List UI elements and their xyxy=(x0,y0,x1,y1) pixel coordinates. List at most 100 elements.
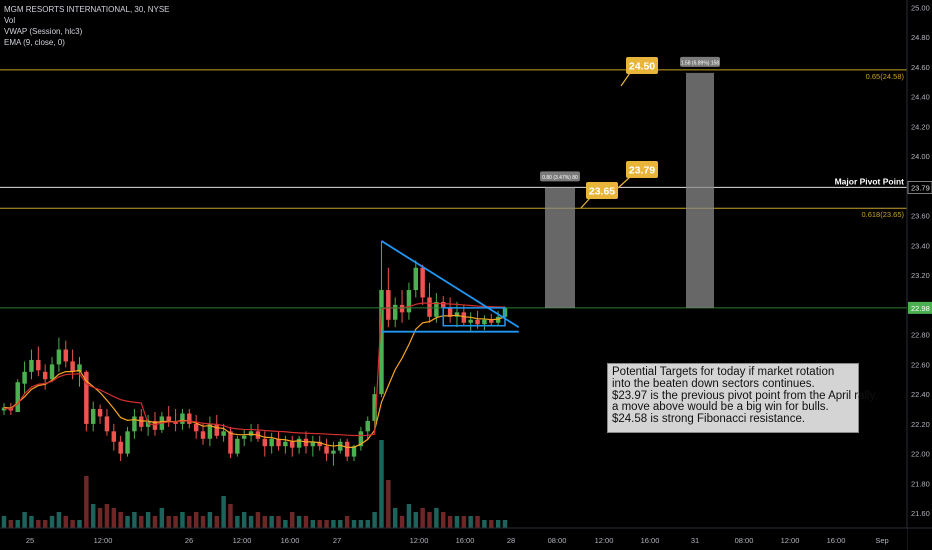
price-tick: 21.60 xyxy=(911,509,930,518)
level-label: Major Pivot Point xyxy=(835,176,905,186)
volume-bar xyxy=(111,508,117,528)
candle-body xyxy=(42,371,48,380)
candle-body xyxy=(235,438,240,454)
candle-body xyxy=(358,431,364,447)
candle-body xyxy=(84,371,89,424)
volume-bar xyxy=(317,520,322,528)
price-tag-bg xyxy=(907,181,932,194)
volume-bar xyxy=(84,476,89,528)
candle-body xyxy=(228,431,233,454)
volume-bar xyxy=(241,512,247,528)
volume-bar xyxy=(276,516,281,528)
note-line: into the beaten down sectors continues. xyxy=(612,377,815,390)
candle-body xyxy=(97,409,103,417)
ema-line xyxy=(3,302,506,449)
callout-pointer xyxy=(620,72,631,87)
candle-body xyxy=(379,290,384,395)
candle-body xyxy=(200,431,206,439)
projection-box xyxy=(686,72,714,308)
volume-bar xyxy=(454,516,460,528)
time-tick: 12:00 xyxy=(410,536,429,545)
candle-body xyxy=(331,450,336,454)
time-tick: 16:00 xyxy=(641,536,660,545)
candle-body xyxy=(296,438,302,448)
candle-body xyxy=(22,371,27,384)
candle-body xyxy=(269,438,274,447)
candle-body xyxy=(276,438,281,447)
volume-bar xyxy=(269,516,274,528)
volume-bar xyxy=(502,520,508,528)
time-tick: 25 xyxy=(26,536,34,545)
volume-bars xyxy=(1,440,508,528)
indicator-vwap[interactable]: VWAP (Session, hlc3) xyxy=(4,27,83,36)
indicator-ema[interactable]: EMA (9, close, 0) xyxy=(4,38,65,47)
candle-body xyxy=(104,416,110,432)
candle-body xyxy=(132,416,137,432)
price-callouts[interactable]: 24.50 23.79 23.65 xyxy=(580,57,658,209)
callout-text: 24.50 xyxy=(629,61,655,73)
volume-bar xyxy=(200,516,206,528)
volume-bar xyxy=(36,520,41,528)
price-tick: 22.80 xyxy=(911,331,930,340)
price-tag-text: 22.98 xyxy=(911,304,930,313)
volume-bar xyxy=(1,516,7,528)
volume-bar xyxy=(351,520,357,528)
candle-body xyxy=(406,290,412,313)
candle-body xyxy=(372,394,377,421)
chart-legend: MGM RESORTS INTERNATIONAL, 30, NYSE Vol … xyxy=(4,4,170,48)
volume-bar xyxy=(255,512,261,528)
candle-body xyxy=(36,359,41,371)
price-axis-bg xyxy=(907,0,932,550)
time-tick: 26 xyxy=(185,536,193,545)
volume-bar xyxy=(338,520,343,528)
volume-bar xyxy=(310,520,316,528)
volume-bar xyxy=(56,512,62,528)
candle-body xyxy=(365,420,370,432)
candle-body xyxy=(221,431,226,436)
candle-body xyxy=(461,312,467,323)
candle-body xyxy=(392,304,398,320)
volume-bar xyxy=(461,516,467,528)
volume-bar xyxy=(420,508,425,528)
candle-body xyxy=(118,441,123,454)
volume-bar xyxy=(118,512,123,528)
volume-bar xyxy=(495,520,501,528)
volume-bar xyxy=(290,512,295,528)
volume-bar xyxy=(262,516,268,528)
candle-body xyxy=(56,349,62,365)
volume-bar xyxy=(331,520,336,528)
candle-body xyxy=(482,319,487,325)
projection-label-bg xyxy=(540,171,580,182)
price-tick: 22.00 xyxy=(911,450,930,459)
projection-boxes[interactable]: 0.80 (3.47%) 80 1.58 (6.89%) 158 xyxy=(540,56,720,308)
price-tick: 22.20 xyxy=(911,420,930,429)
level-label: 0.65(24.58) xyxy=(866,72,905,81)
indicator-vol[interactable]: Vol xyxy=(4,16,16,25)
volume-bar xyxy=(180,512,185,528)
volume-bar xyxy=(344,516,350,528)
triangle-pattern[interactable] xyxy=(380,240,520,333)
candle-body xyxy=(420,267,425,298)
time-tick: 12:00 xyxy=(595,536,614,545)
time-tick: 16:00 xyxy=(456,536,475,545)
candle-body xyxy=(214,423,219,436)
volume-bar xyxy=(193,512,199,528)
level-label: 0.618(23.65) xyxy=(861,210,904,219)
candle-body xyxy=(125,431,130,454)
symbol-title: MGM RESORTS INTERNATIONAL, 30, NYSE xyxy=(4,5,170,14)
callout-box xyxy=(626,161,658,178)
volume-bar xyxy=(441,512,446,528)
volume-bar xyxy=(413,512,419,528)
consolidation-box xyxy=(442,307,506,327)
candle-body xyxy=(344,441,350,457)
volume-bar xyxy=(358,520,364,528)
callout-text: 23.65 xyxy=(589,186,615,198)
volume-bar xyxy=(468,516,473,528)
candle-body xyxy=(324,446,329,454)
volume-bar xyxy=(324,520,329,528)
annotation-note[interactable]: Potential Targets for today if market ro… xyxy=(607,363,878,433)
volume-bar xyxy=(248,516,254,528)
projection-label-bg xyxy=(680,56,720,67)
volume-bar xyxy=(482,520,487,528)
